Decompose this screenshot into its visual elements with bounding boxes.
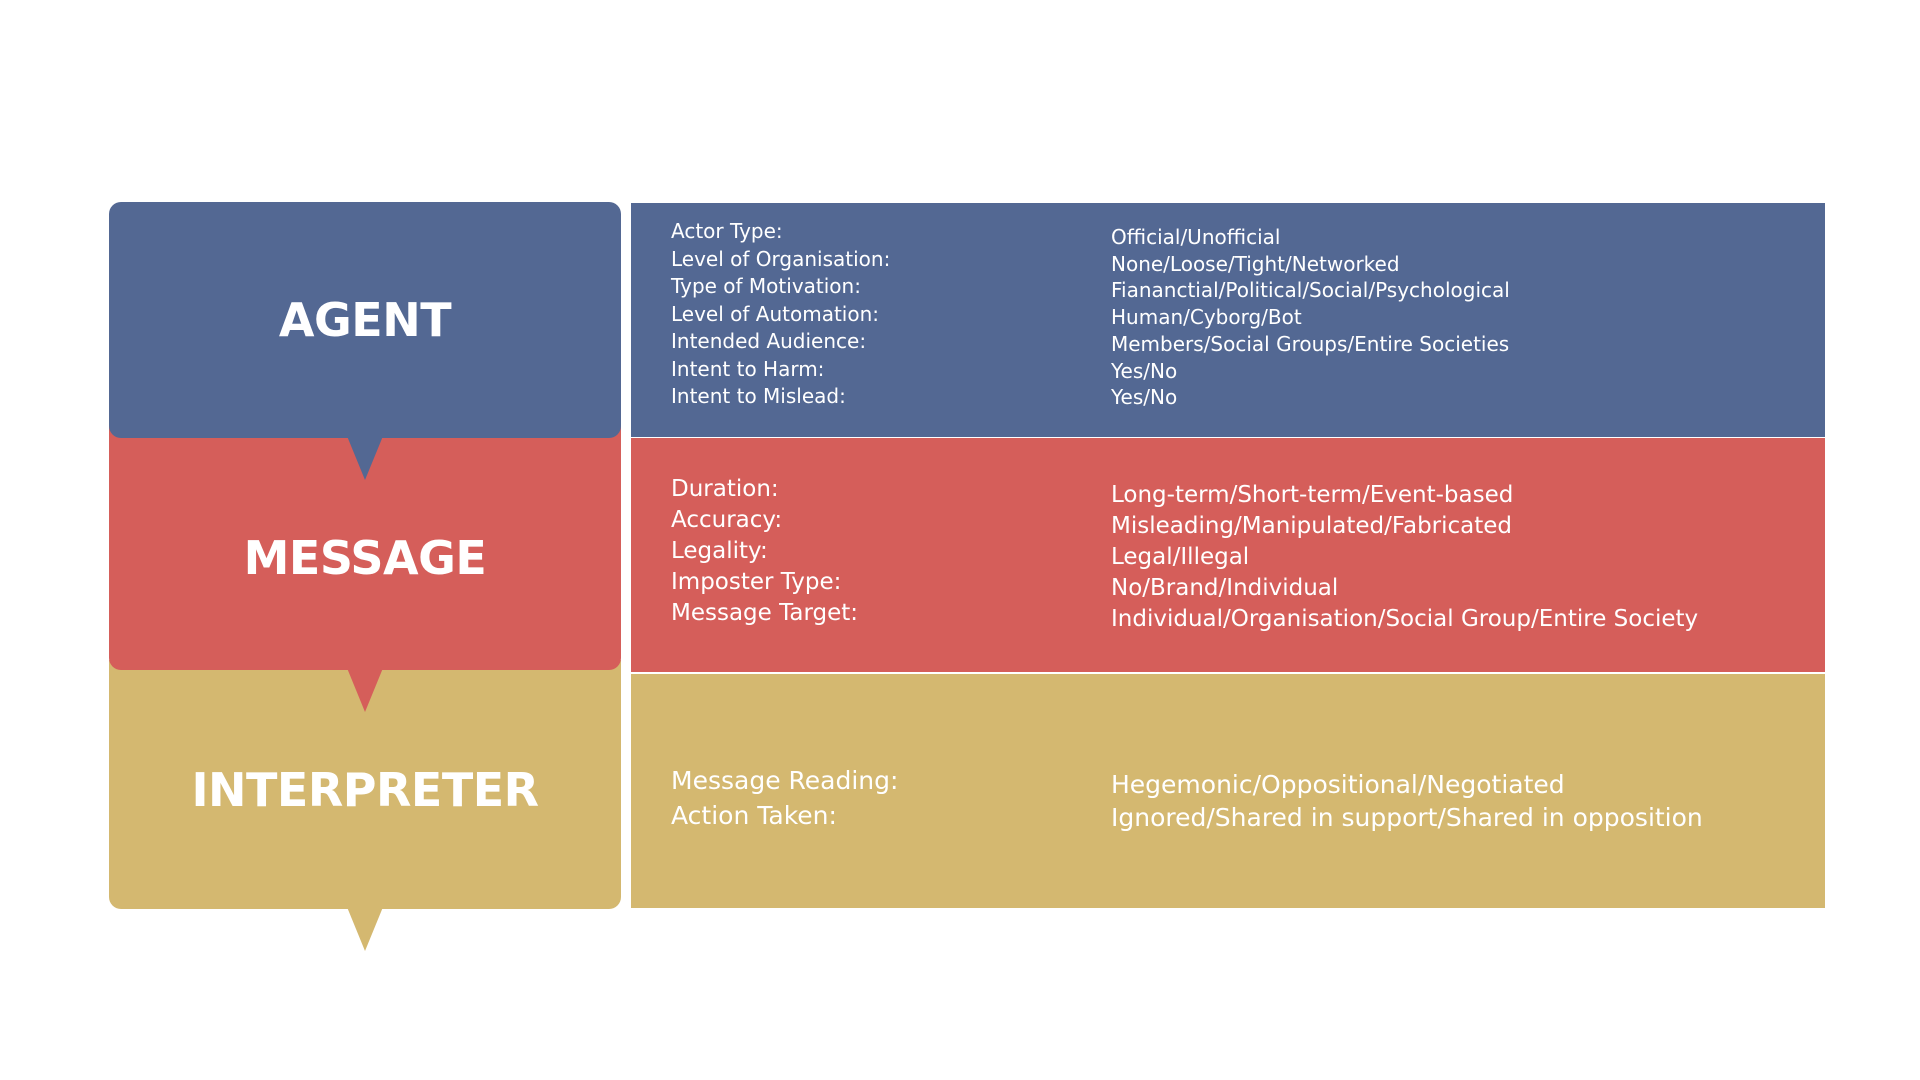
agent-attribute-value: Fiananctial/Political/Social/Psychologic… (1111, 278, 1510, 303)
message-attribute-names: Duration: Accuracy: Legality: Imposter Type… (671, 474, 1111, 635)
message-label: MESSAGE (243, 530, 487, 585)
interpreter-attribute-name: Message Reading: (671, 766, 899, 795)
message-attribute-value: Individual/Organisation/Social Group/Ent… (1111, 606, 1699, 632)
message-attribute-name: Message Target: (671, 600, 859, 626)
agent-attribute-name: Type of Motivation: (671, 274, 861, 298)
agent-attribute-name: Level of Automation: (671, 301, 880, 326)
interpreter-attribute-names: Message Reading: Action Taken: (671, 763, 1111, 834)
message-attribute-name: Accuracy: (671, 507, 783, 533)
agent-attribute-name: Actor Type: (671, 219, 783, 243)
agent-attribute-value: Members/Social Groups/Entire Societies (1111, 331, 1510, 356)
agent-label-box: AGENT (109, 202, 621, 438)
interpreter-attribute-name: Action Taken: (671, 801, 837, 830)
agent-attribute-name: Level of Organisation: (671, 246, 891, 271)
agent-attribute-name: Intent to Harm: (671, 356, 825, 381)
agent-attribute-names: Actor Type: Level of Organisation: Type of… (671, 218, 1111, 411)
agent-attribute-value: Human/Cyborg/Bot (1111, 305, 1302, 330)
interpreter-detail-panel: Message Reading: Action Taken: Hegemonic/… (631, 674, 1825, 908)
interpreter-attribute-value: Hegemonic/Oppositional/Negotiated (1111, 770, 1565, 799)
message-attribute-value: No/Brand/Individual (1111, 575, 1339, 601)
interpreter-attribute-value: Ignored/Shared in support/Shared in oppo… (1111, 803, 1703, 832)
agent-attribute-values: Official/Unofficial None/Loose/Tight/Netw… (1111, 218, 1825, 411)
agent-attribute-value: Yes/No (1111, 385, 1178, 410)
interpreter-label: INTERPRETER (191, 762, 539, 817)
message-attribute-name: Legality: (671, 538, 768, 564)
message-attribute-name: Imposter Type: (671, 569, 842, 595)
message-attribute-name: Duration: (671, 476, 779, 502)
agent-attribute-name: Intent to Mislead: (671, 384, 846, 408)
agent-attribute-value: Official/Unofficial (1111, 225, 1281, 249)
agent-label: AGENT (278, 293, 452, 347)
agent-attribute-value: Yes/No (1111, 358, 1178, 383)
message-attribute-value: Misleading/Manipulated/Fabricated (1111, 513, 1513, 539)
message-detail-panel: Duration: Accuracy: Legality: Imposter Type… (631, 438, 1825, 672)
interpreter-attribute-values: Hegemonic/Oppositional/Negotiated Ignored… (1111, 763, 1825, 834)
message-attribute-value: Legal/Illegal (1111, 544, 1250, 570)
interpreter-pointer (347, 907, 383, 951)
message-attribute-value: Long-term/Short-term/Event-based (1111, 482, 1514, 508)
agent-attribute-name: Intended Audience: (671, 329, 867, 353)
agent-attribute-value: None/Loose/Tight/Networked (1111, 251, 1400, 276)
message-attribute-values: Long-term/Short-term/Event-based Misleadi… (1111, 474, 1825, 635)
agent-detail-panel: Actor Type: Level of Organisation: Type of… (631, 203, 1825, 437)
